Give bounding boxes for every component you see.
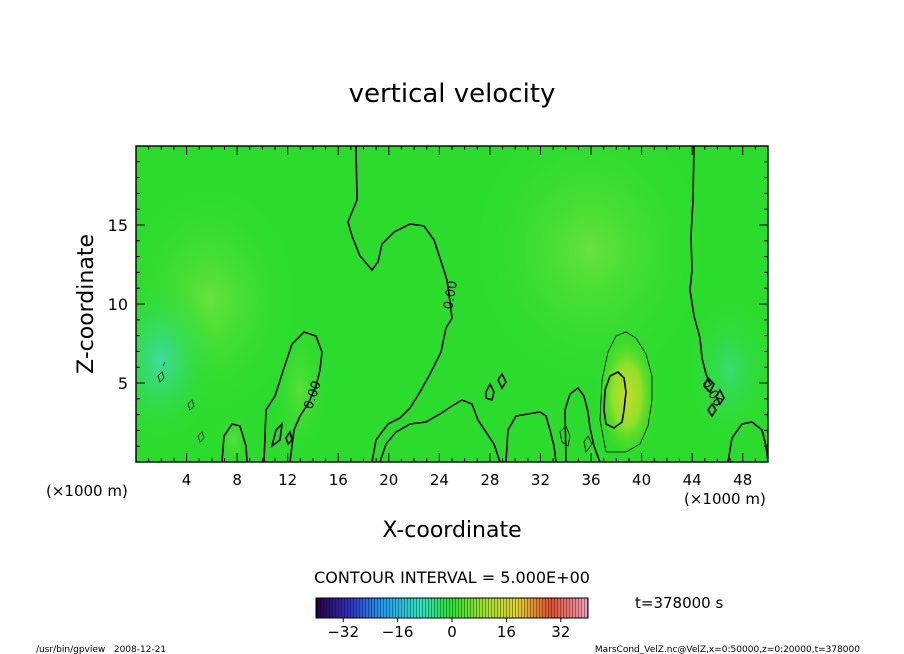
footer-right: MarsCond_VelZ.nc@VelZ,x=0:50000,z=0:2000… bbox=[595, 645, 860, 654]
colorbar-tick-label: −16 bbox=[382, 623, 414, 641]
x-tick-label: 48 bbox=[733, 471, 752, 489]
footer-left: /usr/bin/gpview 2008-12-21 bbox=[36, 645, 166, 654]
x-axis-ticks: 4 8 12 16 20 24 28 32 36 40 44 48 bbox=[135, 146, 769, 489]
colorbar-tick-label: 0 bbox=[447, 623, 457, 641]
x-tick-label: 28 bbox=[480, 471, 499, 489]
y-axis-ticks: 5 10 15 bbox=[108, 145, 768, 463]
plot-area bbox=[136, 146, 768, 462]
chart-title: vertical velocity bbox=[349, 79, 556, 109]
zero-contour-small-1 bbox=[485, 382, 495, 402]
colorbar-tick-label: 16 bbox=[497, 623, 516, 641]
zero-contour-updraft bbox=[603, 371, 627, 429]
downdraft-region bbox=[136, 270, 220, 450]
zero-contour-lower-center bbox=[379, 399, 501, 462]
zero-contour-lower-right bbox=[505, 411, 557, 462]
light-region-right bbox=[470, 146, 710, 390]
time-label: t=378000 s bbox=[635, 594, 723, 612]
zero-contour-small-2 bbox=[497, 372, 507, 390]
zero-contour-small-3 bbox=[270, 421, 284, 448]
zero-contour-small-7 bbox=[707, 402, 717, 418]
y-tick-label: 10 bbox=[108, 295, 128, 314]
x-tick-label: 40 bbox=[632, 471, 651, 489]
x-tick-label: 4 bbox=[182, 471, 192, 489]
colorbar-ticks: −32 −16 0 16 32 bbox=[327, 618, 570, 641]
contour-interval: CONTOUR INTERVAL = 5.000E+00 bbox=[314, 568, 590, 587]
positive-contour-updraft bbox=[599, 331, 653, 453]
zero-contour-central bbox=[347, 146, 453, 462]
x-tick-label: 24 bbox=[430, 471, 449, 489]
x-tick-label: 44 bbox=[683, 471, 702, 489]
x-tick-label: 8 bbox=[232, 471, 242, 489]
negative-contours bbox=[157, 361, 593, 453]
colorbar bbox=[315, 597, 589, 619]
zero-contour-small-left bbox=[221, 423, 248, 462]
zero-contour-small-6 bbox=[715, 388, 725, 406]
y-axis-label: Z-coordinate bbox=[74, 234, 99, 374]
colorbar-stripes bbox=[316, 598, 588, 618]
x-axis-label: X-coordinate bbox=[382, 518, 521, 543]
x-tick-label: 36 bbox=[581, 471, 600, 489]
zero-contour-right bbox=[689, 146, 711, 385]
downdraft-region-2 bbox=[685, 290, 768, 450]
x-axis-unit-right: (×1000 m) bbox=[684, 490, 766, 508]
colorbar-tick-label: −32 bbox=[327, 623, 359, 641]
x-tick-label: 16 bbox=[329, 471, 348, 489]
contour-label-2: 0.00 bbox=[441, 280, 461, 311]
mid-region-2 bbox=[215, 410, 251, 462]
zero-contour-left bbox=[263, 331, 323, 462]
updraft-region bbox=[595, 327, 659, 462]
x-tick-label: 20 bbox=[379, 471, 398, 489]
zero-contour-small-5 bbox=[703, 376, 715, 394]
x-tick-label: 12 bbox=[278, 471, 297, 489]
zero-contour-small-4 bbox=[285, 430, 293, 446]
y-tick-label: 5 bbox=[118, 374, 128, 393]
colorbar-tick-label: 32 bbox=[551, 623, 570, 641]
y-tick-label: 15 bbox=[108, 216, 128, 235]
x-tick-label: 32 bbox=[531, 471, 550, 489]
zero-contour-near-updraft bbox=[564, 386, 601, 462]
mid-region bbox=[270, 320, 330, 460]
x-axis-unit-left: (×1000 m) bbox=[46, 482, 128, 500]
